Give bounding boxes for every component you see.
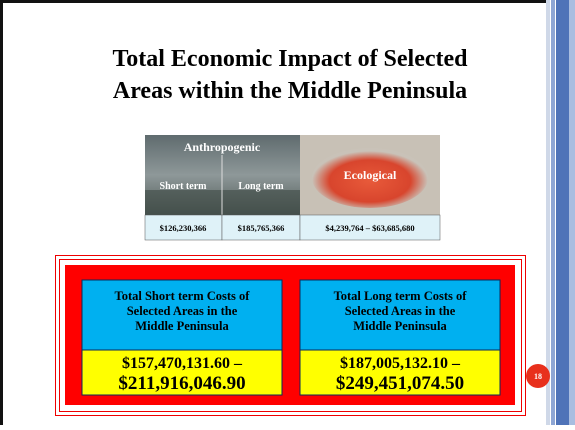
box-range: $157,470,131.60 – (122, 355, 243, 372)
side-bar (546, 0, 550, 425)
range-cell (299, 349, 501, 396)
table-header: Anthropogenic (184, 140, 261, 154)
column-label: Long term (238, 181, 284, 192)
column-label: Short term (160, 181, 208, 192)
frame-top (0, 0, 546, 3)
box-heading: Selected Areas in the (345, 304, 456, 318)
box-range: $249,451,074.50 (336, 373, 464, 394)
page-number: 18 (534, 372, 542, 381)
frame-left (0, 0, 3, 425)
box-heading: Total Long term Costs of (334, 289, 468, 303)
side-bar (569, 0, 575, 425)
box-range: $187,005,132.10 – (340, 355, 461, 372)
value-cell (299, 214, 441, 241)
coral-photo (312, 148, 428, 208)
title: Total Economic Impact of Selected (112, 46, 468, 72)
side-bar (551, 0, 555, 425)
value: $126,230,366 (160, 223, 207, 233)
box-heading: Middle Peninsula (353, 319, 447, 333)
value-cell (221, 214, 301, 241)
value: $4,239,764 – $63,685,680 (325, 223, 414, 233)
title: Areas within the Middle Peninsula (113, 78, 467, 104)
column-label: Ecological (344, 168, 397, 182)
box-heading: Total Short term Costs of (115, 289, 251, 303)
range-cell (81, 349, 283, 396)
page-number-badge (526, 364, 550, 388)
side-bar (556, 0, 569, 425)
outer-frame (55, 255, 526, 416)
heading-cell (299, 279, 501, 351)
heading-cell (81, 279, 283, 351)
box-heading: Middle Peninsula (135, 319, 229, 333)
outer-frame (59, 259, 522, 412)
value: $185,765,366 (238, 223, 285, 233)
box-heading: Selected Areas in the (127, 304, 238, 318)
box-range: $211,916,046.90 (118, 373, 245, 394)
